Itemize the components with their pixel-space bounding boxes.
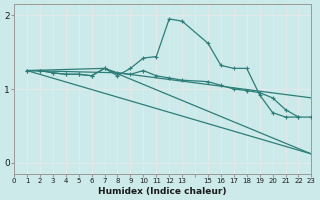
X-axis label: Humidex (Indice chaleur): Humidex (Indice chaleur) bbox=[99, 187, 227, 196]
